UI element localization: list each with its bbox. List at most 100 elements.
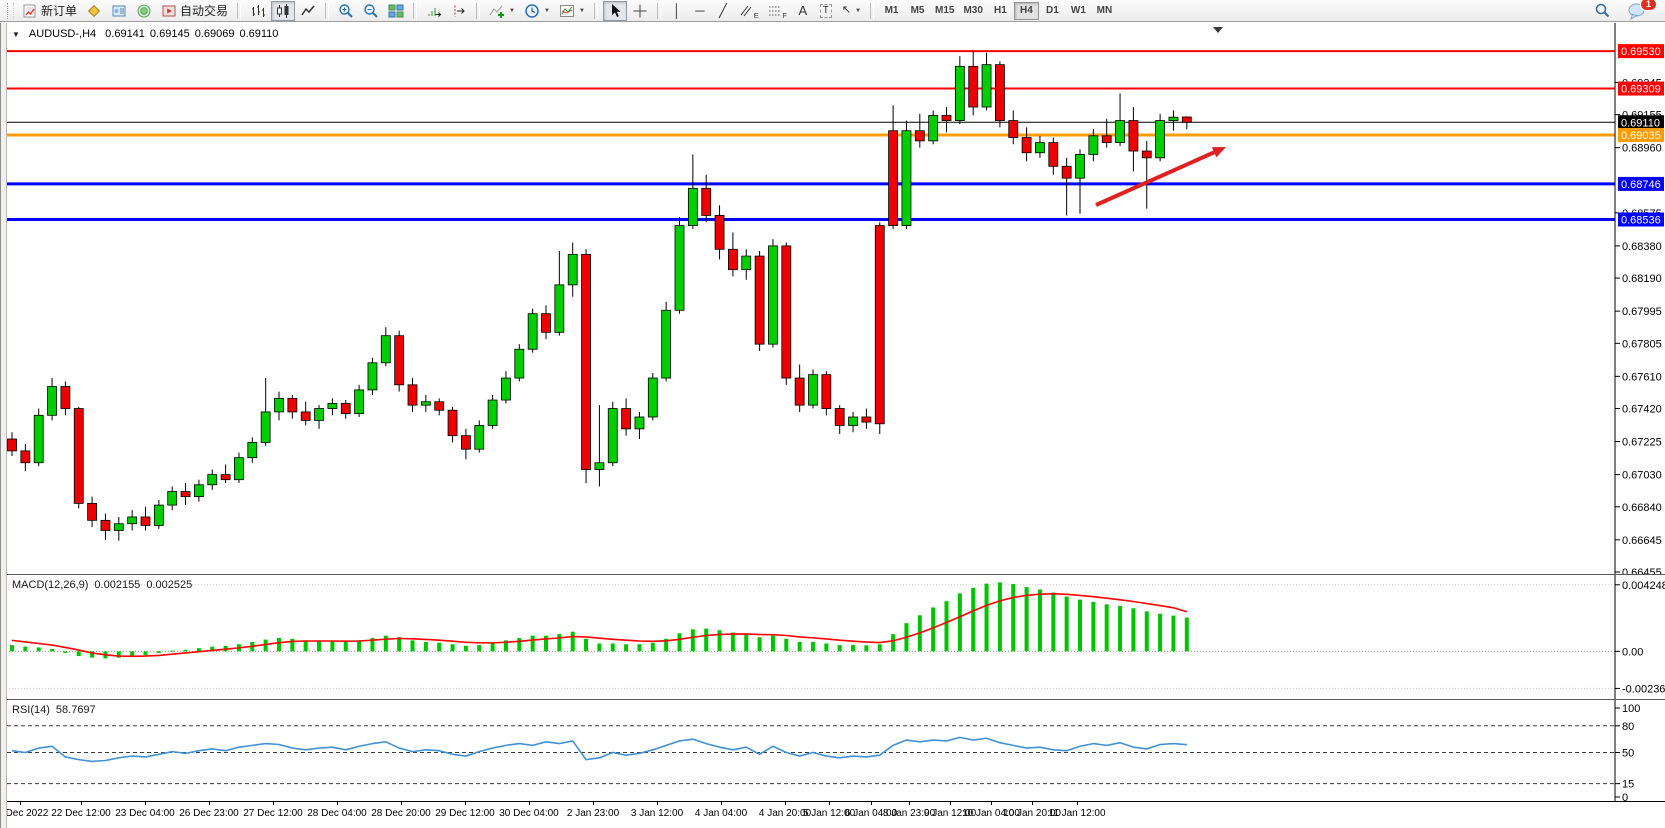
timeframe-button-M5[interactable]: M5 [905,2,930,20]
crosshair-icon [632,3,648,19]
cursor-button[interactable] [602,0,627,21]
auto-scroll-button[interactable] [422,1,446,21]
chart-shift-button[interactable] [447,1,471,21]
price-label-0.68746 [1618,176,1664,191]
time-axis-tick [871,802,872,805]
svg-text:0.67610: 0.67610 [1622,371,1662,383]
time-axis-tick [1032,802,1033,805]
candlestick-chart-icon [275,3,291,19]
fibonacci-button[interactable]: F [764,1,791,21]
time-axis-tick [785,802,786,805]
price-label-0.68536 [1618,212,1664,227]
price-label-0.69309 [1618,81,1664,96]
tile-windows-icon [388,3,404,19]
price-label-0.69530 [1618,44,1664,59]
navigator-button[interactable] [132,1,156,21]
timeframe-button-W1[interactable]: W1 [1066,2,1091,20]
autotrade-button[interactable]: 自动交易 [157,1,232,21]
timeframe-button-M15[interactable]: M15 [931,2,958,20]
search-icon [1594,2,1611,19]
chart-line-button[interactable] [296,1,320,21]
time-axis-tick [593,802,594,805]
rsi-pane[interactable]: RSI(14) 58.7697 100 80 50 15 0 [0,699,1665,804]
time-axis-label: 23 Dec 04:00 [115,808,175,819]
horizontal-line-button[interactable]: ─ [689,1,711,21]
fibonacci-letter: F [782,12,787,20]
chart-bars-button[interactable] [246,1,270,21]
macd-canvas[interactable]: 0.004248 0.00 -0.002366 [0,575,1665,699]
timeframe-button-M1[interactable]: M1 [879,2,904,20]
text-label-button[interactable]: T [815,1,837,21]
timeframe-button-MN[interactable]: MN [1092,2,1117,20]
market-watch-button[interactable] [82,1,106,21]
data-window-button[interactable] [107,1,131,21]
price-pane-canvas[interactable]: 0.693450.691550.689600.685750.683800.681… [0,23,1665,579]
time-axis-label: 8 Jan 23:00 [882,808,936,819]
svg-text:0.66840: 0.66840 [1622,502,1662,514]
time-axis-tick [273,802,274,805]
time-axis-label: 27 Dec 12:00 [243,808,303,819]
zoom-in-button[interactable] [334,1,358,21]
data-window-icon [111,3,127,19]
periods-button[interactable]: ▼ [520,1,554,21]
svg-text:50: 50 [1622,748,1634,760]
tile-windows-button[interactable] [384,1,408,21]
rsi-canvas[interactable]: 100 80 50 150 [0,700,1665,804]
periods-dropdown-arrow[interactable]: ▼ [543,7,550,14]
trendline-button[interactable]: ╱ [712,1,734,21]
time-axis-label: 2 Jan 23:00 [566,808,620,819]
macd-pane[interactable]: MACD(12,26,9) 0.002155 0.002525 0.004248… [0,574,1665,699]
timeframe-button-H4[interactable]: H4 [1013,1,1039,20]
collapse-arrow-icon[interactable]: ▼ [12,29,20,39]
timeframe-button-D1[interactable]: D1 [1040,2,1065,20]
templates-dropdown-arrow[interactable]: ▼ [578,7,585,14]
time-axis-label: 28 Dec 20:00 [371,808,431,819]
notifications-button[interactable]: 1 [1623,0,1657,21]
indicators-button[interactable]: ▼ [485,1,519,21]
indicators-dropdown-arrow[interactable]: ▼ [509,7,515,14]
zoom-out-button[interactable] [359,1,383,21]
price-pane[interactable]: 0.693450.691550.689600.685750.683800.681… [0,23,1665,579]
time-axis-tick [721,802,722,805]
macd-main-value: 0.002155 [94,579,141,591]
time-axis-tick [829,802,830,805]
time-axis-label: 11 Jan 12:00 [1048,808,1106,819]
time-axis-label: 3 Jan 12:00 [630,808,684,819]
channel-icon [739,4,753,18]
time-axis-tick [909,802,910,805]
toolbar-drag-handle[interactable] [7,2,14,19]
trend-arrow-annotation[interactable] [1095,147,1226,207]
zoom-in-icon [338,3,354,19]
equidistant-channel-button[interactable]: E [735,1,763,21]
toolbar-right-group: 1 [1590,0,1661,21]
arrows-icon: ↖ [841,4,852,16]
arrows-button[interactable]: ↖ ▼ [838,1,865,21]
chart-candles-button[interactable] [271,0,296,21]
timeframe-button-M30[interactable]: M30 [959,2,986,20]
time-axis-label: 4 Jan 20:00 [758,808,812,819]
time-axis-tick [529,802,530,805]
search-button[interactable] [1590,1,1615,21]
channel-letter: E [753,12,759,20]
time-axis-tick [81,802,82,805]
new-order-button[interactable]: 新订单 [18,1,81,21]
vertical-line-icon: │ [672,3,681,18]
time-axis-label: 10 Jan 04:00 [962,808,1020,819]
vertical-line-button[interactable]: │ [666,1,688,21]
svg-text:0.67420: 0.67420 [1622,404,1662,416]
templates-button[interactable]: ▼ [555,1,589,21]
crosshair-button[interactable] [628,1,652,21]
timeframe-button-H1[interactable]: H1 [988,2,1013,20]
text-button[interactable]: A [792,1,814,21]
svg-text:-0.002366: -0.002366 [1622,683,1665,695]
notification-badge: 1 [1640,0,1657,11]
svg-text:0.68536: 0.68536 [1621,214,1661,226]
toolbar-separator [870,2,875,19]
arrows-dropdown-arrow[interactable]: ▼ [855,7,862,14]
auto-scroll-icon [426,3,442,19]
svg-text:0.69530: 0.69530 [1621,46,1661,58]
time-axis-tick [337,802,338,805]
chart-title[interactable]: ▼ AUDUSD-,H4 0.69141 0.69145 0.69069 0.6… [12,28,278,40]
template-icon [559,3,575,19]
